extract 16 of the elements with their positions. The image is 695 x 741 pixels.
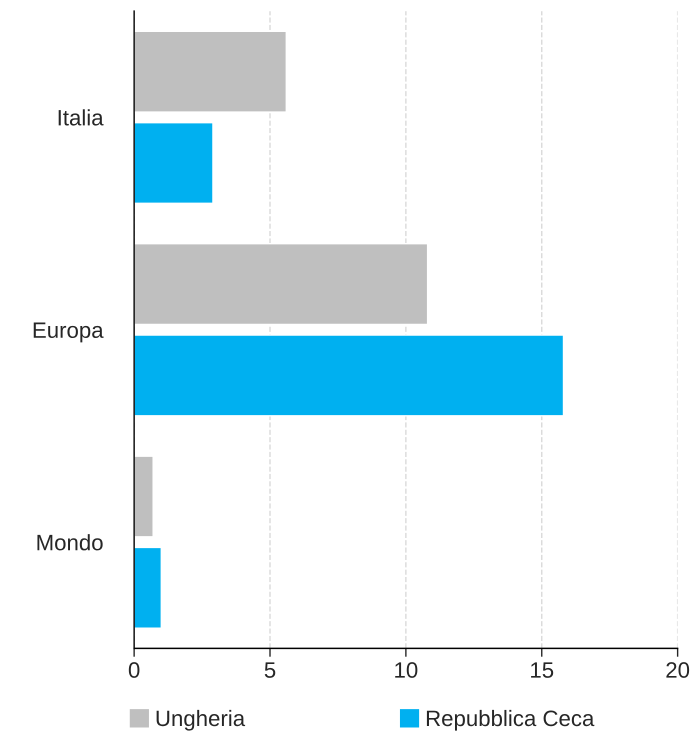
y-tick-label: Europa [34, 322, 104, 342]
y-tick-label: Mondo [37, 534, 103, 550]
x-tick-label: 15 [531, 662, 554, 678]
bar [134, 455, 154, 538]
x-tick-label: 20 [666, 662, 690, 678]
x-tick-label: 10 [395, 662, 418, 678]
bar [134, 243, 428, 326]
bar [134, 546, 162, 629]
x-tick-label: 0 [128, 662, 140, 678]
x-tick-label: 5 [264, 662, 276, 678]
legend-label: Repubblica Ceca [426, 710, 594, 731]
bar [134, 30, 288, 113]
bar [134, 122, 214, 204]
y-tick-label: Italia [58, 109, 104, 126]
bar [134, 334, 564, 416]
legend-label: Ungheria [156, 710, 246, 731]
